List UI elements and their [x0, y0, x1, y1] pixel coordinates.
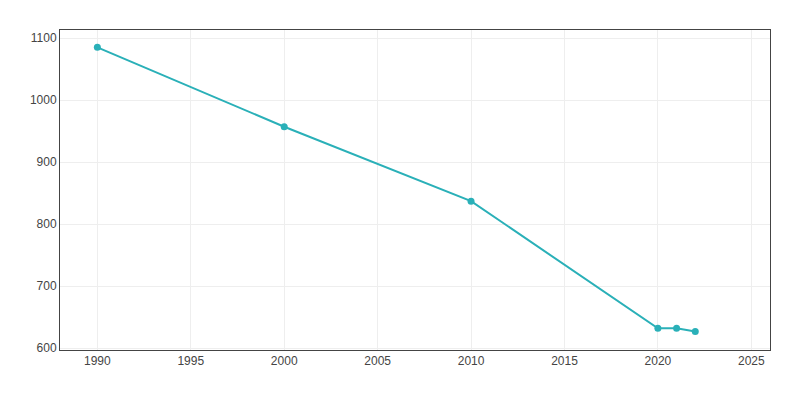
svg-text:2015: 2015: [551, 354, 578, 368]
svg-text:600: 600: [37, 341, 57, 355]
svg-text:1000: 1000: [30, 93, 57, 107]
svg-text:700: 700: [37, 279, 57, 293]
svg-text:2025: 2025: [738, 354, 765, 368]
svg-text:1990: 1990: [84, 354, 111, 368]
svg-text:2010: 2010: [458, 354, 485, 368]
svg-text:2005: 2005: [364, 354, 391, 368]
svg-text:1100: 1100: [31, 31, 57, 45]
svg-text:900: 900: [37, 155, 57, 169]
svg-text:2000: 2000: [271, 354, 298, 368]
svg-text:1995: 1995: [177, 354, 204, 368]
svg-text:2020: 2020: [645, 354, 672, 368]
svg-text:800: 800: [37, 217, 57, 231]
